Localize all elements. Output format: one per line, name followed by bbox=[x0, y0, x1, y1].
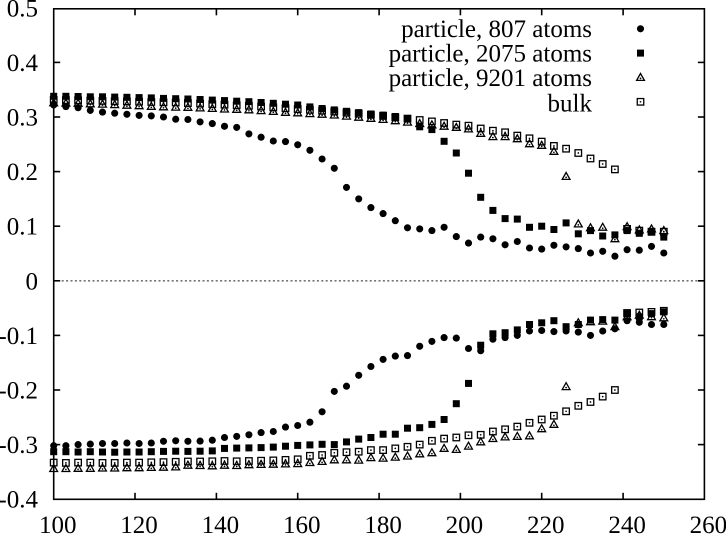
svg-text:100: 100 bbox=[39, 512, 77, 534]
svg-text:particle, 9201 atoms: particle, 9201 atoms bbox=[389, 65, 592, 92]
svg-text:160: 160 bbox=[283, 512, 321, 534]
svg-text:-0.4: -0.4 bbox=[0, 487, 38, 514]
svg-text:240: 240 bbox=[608, 512, 646, 534]
svg-text:-0.1: -0.1 bbox=[0, 323, 38, 350]
svg-text:-0.2: -0.2 bbox=[0, 378, 38, 405]
svg-text:0: 0 bbox=[26, 268, 39, 295]
svg-text:0.3: 0.3 bbox=[7, 105, 38, 132]
svg-text:200: 200 bbox=[446, 512, 484, 534]
svg-text:bulk: bulk bbox=[548, 91, 593, 118]
svg-text:180: 180 bbox=[364, 512, 402, 534]
svg-text:-0.3: -0.3 bbox=[0, 432, 38, 459]
svg-text:particle, 2075 atoms: particle, 2075 atoms bbox=[389, 40, 592, 67]
svg-text:particle, 807 atoms: particle, 807 atoms bbox=[401, 16, 592, 43]
svg-text:0.2: 0.2 bbox=[7, 159, 38, 186]
svg-text:0.1: 0.1 bbox=[7, 214, 38, 241]
svg-text:120: 120 bbox=[120, 512, 158, 534]
svg-text:260: 260 bbox=[690, 512, 726, 534]
svg-text:0.5: 0.5 bbox=[7, 0, 38, 22]
svg-text:0.4: 0.4 bbox=[7, 50, 39, 77]
svg-text:220: 220 bbox=[527, 512, 565, 534]
svg-text:140: 140 bbox=[202, 512, 240, 534]
